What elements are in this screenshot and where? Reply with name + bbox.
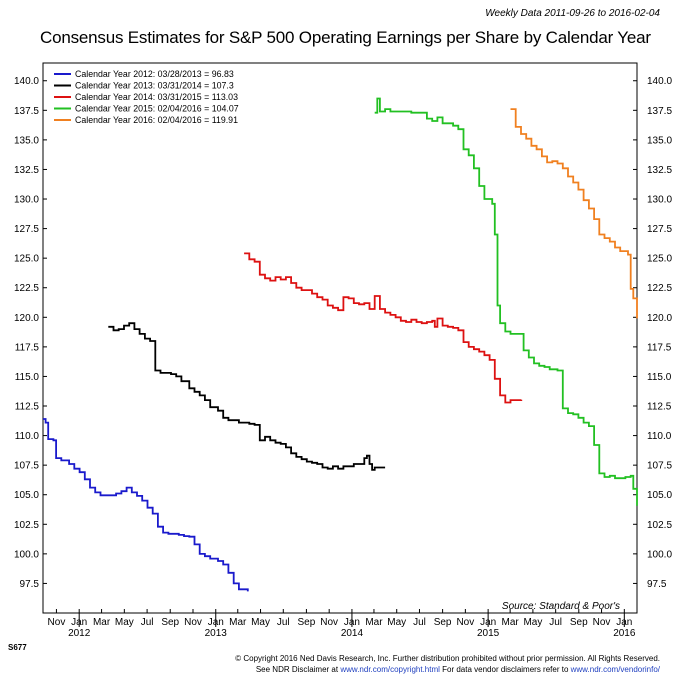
y-tick-label-left: 117.5 bbox=[15, 342, 40, 353]
x-tick-label: Nov bbox=[320, 617, 338, 628]
y-tick-label-left: 100.0 bbox=[14, 549, 39, 560]
copyright-link[interactable]: www.ndr.com/copyright.html bbox=[340, 665, 440, 674]
y-tick-label-right: 122.5 bbox=[647, 283, 672, 294]
y-tick-label-right: 120.0 bbox=[647, 313, 672, 324]
x-tick-label: Sep bbox=[434, 617, 452, 628]
x-tick-label: Nov bbox=[48, 617, 66, 628]
series-line-4 bbox=[510, 108, 638, 319]
legend-entry: Calendar Year 2013: 03/31/2014 = 107.3 bbox=[75, 81, 234, 91]
x-tick-label: Mar bbox=[93, 617, 111, 628]
x-tick-label: May bbox=[523, 617, 542, 628]
x-axis: Nov Jan Mar May Jul Sep Nov Jan Mar May Jul Sep Nov J… bbox=[48, 609, 636, 639]
y-tick-label-left: 135.0 bbox=[14, 135, 39, 146]
y-tick-label-right: 125.0 bbox=[647, 254, 672, 265]
y-tick-label-right: 102.5 bbox=[647, 520, 672, 531]
weekly-data-range: Weekly Data 2011-09-26 to 2016-02-04 bbox=[485, 8, 660, 19]
y-tick-label-right: 135.0 bbox=[647, 135, 672, 146]
y-axis-right: 97.5 100.0 102.5 105.0 107.5 110.0 112.5 115.0 1… bbox=[633, 76, 672, 590]
y-tick-label-left: 112.5 bbox=[15, 402, 40, 413]
x-tick-label: Sep bbox=[570, 617, 588, 628]
copyright-line-2: See NDR Disclaimer at www.ndr.com/copyri… bbox=[235, 664, 660, 675]
series-line-0 bbox=[43, 418, 249, 592]
year-label: 2014 bbox=[341, 628, 364, 639]
x-tick-label: Mar bbox=[229, 617, 247, 628]
y-tick-label-left: 97.5 bbox=[20, 579, 40, 590]
series-line-3 bbox=[374, 97, 638, 506]
x-tick-label: Mar bbox=[502, 617, 520, 628]
y-tick-label-left: 102.5 bbox=[14, 520, 39, 531]
y-tick-label-right: 137.5 bbox=[647, 106, 672, 117]
x-tick-label: Sep bbox=[161, 617, 179, 628]
x-tick-label: May bbox=[115, 617, 134, 628]
y-tick-label-right: 115.0 bbox=[647, 372, 672, 383]
y-tick-label-right: 140.0 bbox=[647, 76, 672, 87]
copyright-notice: © Copyright 2016 Ned Davis Research, Inc… bbox=[235, 653, 660, 675]
legend-entry: Calendar Year 2012: 03/28/2013 = 96.83 bbox=[75, 69, 234, 79]
legend-entry: Calendar Year 2016: 02/04/2016 = 119.91 bbox=[75, 115, 238, 125]
source-note: Source: Standard & Poor's bbox=[502, 601, 620, 612]
y-tick-label-right: 127.5 bbox=[647, 224, 672, 235]
plot-frame bbox=[42, 62, 638, 614]
x-tick-label: Mar bbox=[365, 617, 383, 628]
series-layer bbox=[43, 97, 638, 592]
y-tick-label-right: 117.5 bbox=[647, 342, 672, 353]
vendor-info-link[interactable]: www.ndr.com/vendorinfo/ bbox=[570, 665, 660, 674]
earnings-estimates-chart: 97.5 100.0 102.5 105.0 107.5 110.0 112.5 115.0 1… bbox=[14, 62, 672, 639]
y-tick-label-right: 130.0 bbox=[647, 195, 672, 206]
x-tick-label: Jul bbox=[277, 617, 290, 628]
year-label: 2015 bbox=[477, 628, 500, 639]
y-tick-label-left: 125.0 bbox=[14, 254, 39, 265]
series-line-2 bbox=[244, 252, 523, 404]
x-tick-label: Jul bbox=[141, 617, 154, 628]
y-tick-label-left: 110.0 bbox=[15, 431, 40, 442]
copyright-prefix: See NDR Disclaimer at bbox=[255, 665, 341, 674]
y-tick-label-right: 105.0 bbox=[647, 490, 672, 501]
y-tick-label-right: 110.0 bbox=[647, 431, 672, 442]
legend-entry: Calendar Year 2015: 02/04/2016 = 104.07 bbox=[75, 104, 239, 114]
y-tick-label-left: 115.0 bbox=[15, 372, 40, 383]
x-tick-label: Nov bbox=[184, 617, 202, 628]
y-tick-label-right: 97.5 bbox=[647, 579, 667, 590]
x-tick-label: May bbox=[387, 617, 406, 628]
legend: Calendar Year 2012: 03/28/2013 = 96.83 Ca… bbox=[54, 69, 239, 125]
year-label: 2016 bbox=[613, 628, 636, 639]
chart-title: Consensus Estimates for S&P 500 Operatin… bbox=[40, 28, 651, 47]
y-tick-label-left: 130.0 bbox=[14, 195, 39, 206]
y-tick-label-left: 127.5 bbox=[14, 224, 39, 235]
x-tick-label: Nov bbox=[593, 617, 611, 628]
x-tick-label: Jul bbox=[549, 617, 562, 628]
y-axis-left: 97.5 100.0 102.5 105.0 107.5 110.0 112.5 115.0 1… bbox=[14, 76, 47, 590]
y-tick-label-right: 100.0 bbox=[647, 549, 672, 560]
y-tick-label-right: 112.5 bbox=[647, 402, 672, 413]
y-tick-label-left: 122.5 bbox=[14, 283, 39, 294]
series-line-1 bbox=[108, 322, 386, 471]
copyright-middle: For data vendor disclaimers refer to bbox=[439, 665, 571, 674]
x-tick-label: Jul bbox=[413, 617, 426, 628]
chart-code: S677 bbox=[8, 643, 27, 652]
y-tick-label-right: 107.5 bbox=[647, 461, 672, 472]
x-tick-label: May bbox=[251, 617, 270, 628]
x-tick-label: Nov bbox=[456, 617, 474, 628]
y-tick-label-left: 107.5 bbox=[14, 461, 39, 472]
year-label: 2013 bbox=[205, 628, 228, 639]
legend-entry: Calendar Year 2014: 03/31/2015 = 113.03 bbox=[75, 92, 238, 102]
x-tick-label: Sep bbox=[298, 617, 316, 628]
y-tick-label-right: 132.5 bbox=[647, 165, 672, 176]
y-tick-label-left: 105.0 bbox=[14, 490, 39, 501]
y-tick-label-left: 137.5 bbox=[14, 106, 39, 117]
copyright-line-1: © Copyright 2016 Ned Davis Research, Inc… bbox=[235, 654, 660, 663]
year-label: 2012 bbox=[68, 628, 91, 639]
y-tick-label-left: 140.0 bbox=[14, 76, 39, 87]
y-tick-label-left: 132.5 bbox=[14, 165, 39, 176]
y-tick-label-left: 120.0 bbox=[14, 313, 39, 324]
